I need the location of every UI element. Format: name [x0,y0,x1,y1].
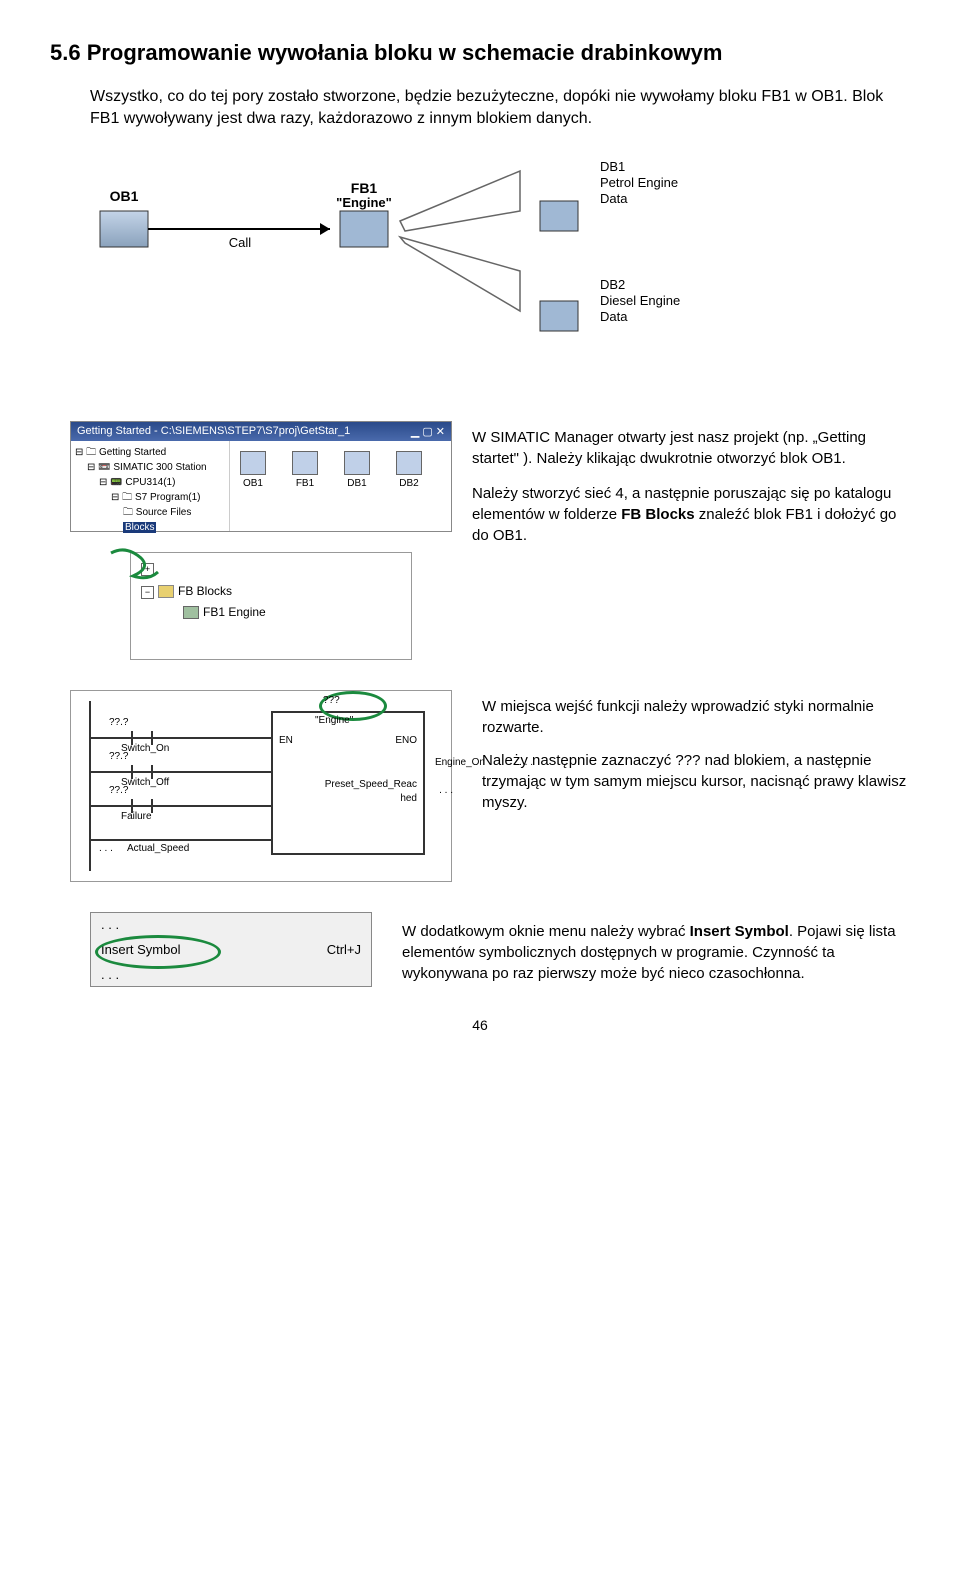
menu-text: W dodatkowym oknie menu należy wybrać In… [402,921,910,984]
block-list: OB1 FB1 DB1 DB2 [230,441,451,531]
page-number: 46 [50,1017,910,1033]
svg-text:Petrol Engine: Petrol Engine [600,175,678,190]
window-controls: ▁ ▢ ✕ [411,425,445,438]
window-title: Getting Started - C:\SIEMENS\STEP7\S7pro… [77,425,350,438]
section-heading: 5.6 Programowanie wywołania bloku w sche… [50,40,910,66]
call-diagram: OB1 Call FB1 "Engine" DB1 Petrol Engine … [90,151,910,391]
context-menu: . . . Insert Symbol Ctrl+J . . . [90,912,372,987]
svg-text:"Engine": "Engine" [336,195,392,210]
menu-insert-symbol[interactable]: Insert Symbol Ctrl+J [91,936,371,963]
fbblocks-text: Należy stworzyć sieć 4, a następnie poru… [472,483,910,546]
svg-text:FB1: FB1 [351,180,378,196]
svg-text:DB1: DB1 [600,159,625,174]
ob1-label: OB1 [110,188,139,204]
simatic-manager-window: Getting Started - C:\SIEMENS\STEP7\S7pro… [70,421,452,532]
ladder-diagram: ??? "Engine" EN ENO Engine_On . . . Pres… [70,690,452,882]
svg-text:DB2: DB2 [600,277,625,292]
list-db2: DB2 [396,451,422,489]
svg-text:Data: Data [600,191,628,206]
ladder-text2: Należy następnie zaznaczyć ??? nad bloki… [482,750,910,813]
list-db1: DB1 [344,451,370,489]
intro-paragraph: Wszystko, co do tej pory zostało stworzo… [90,86,910,131]
list-fb1: FB1 [292,451,318,489]
project-tree: ⊟ 🗀 Getting Started ⊟ 📼 SIMATIC 300 Stat… [71,441,230,531]
fb-blocks-tree: + −FB Blocks FB1 Engine [130,552,412,660]
ladder-text1: W miejsca wejść funkcji należy wprowadzi… [482,696,910,738]
svg-text:Data: Data [600,309,628,324]
list-ob1: OB1 [240,451,266,489]
manager-text: W SIMATIC Manager otwarty jest nasz proj… [472,427,910,469]
svg-text:Diesel Engine: Diesel Engine [600,293,680,308]
svg-text:Call: Call [229,235,252,250]
